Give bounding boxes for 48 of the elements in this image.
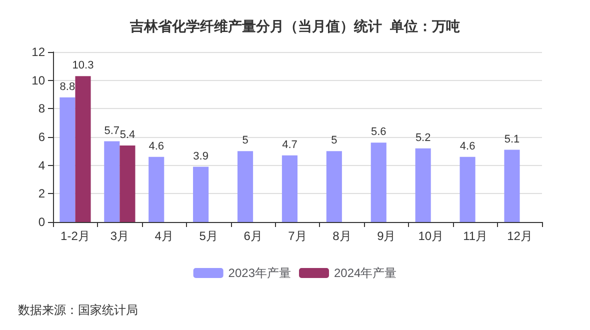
data-label: 10.3 xyxy=(72,60,94,72)
y-tick-label: 4 xyxy=(38,158,46,172)
bar xyxy=(415,148,431,222)
data-label: 5.6 xyxy=(370,126,386,138)
legend-label: 2023年产量 xyxy=(228,266,292,280)
x-tick-label: 10月 xyxy=(418,229,444,243)
bar xyxy=(193,166,209,222)
source-note: 数据来源：国家统计局 xyxy=(18,303,138,317)
data-label: 3.9 xyxy=(193,150,208,162)
x-tick-label: 11月 xyxy=(463,229,488,243)
data-label: 5.1 xyxy=(504,133,520,146)
bar xyxy=(75,76,91,222)
bar xyxy=(282,155,298,222)
bar xyxy=(237,151,254,222)
y-tick-label: 12 xyxy=(32,45,46,59)
data-label: 4.7 xyxy=(282,138,298,151)
bar xyxy=(460,156,476,222)
legend-label: 2024年产量 xyxy=(334,266,397,280)
x-tick-label: 9月 xyxy=(377,229,396,243)
x-tick-label: 1-2月 xyxy=(60,229,90,243)
data-label: 4.6 xyxy=(148,140,164,152)
bar xyxy=(104,141,120,222)
data-label: 5.2 xyxy=(415,132,431,144)
data-label: 5.4 xyxy=(120,129,136,141)
x-tick-label: 7月 xyxy=(288,229,307,243)
y-tick-label: 8 xyxy=(38,102,46,116)
bar xyxy=(504,150,520,222)
bar xyxy=(148,156,164,222)
bar xyxy=(60,97,76,222)
data-label: 8.8 xyxy=(60,80,76,93)
x-tick-label: 12月 xyxy=(507,229,532,243)
y-tick-label: 6 xyxy=(38,130,46,144)
chart-title: 吉林省化学纤维产量分月（当月值）统计 单位：万吨 xyxy=(129,18,460,34)
bar xyxy=(120,146,136,222)
y-tick-label: 0 xyxy=(38,215,46,229)
x-tick-label: 4月 xyxy=(154,229,174,243)
x-tick-label: 5月 xyxy=(199,229,218,243)
data-label: 4.6 xyxy=(460,140,476,152)
x-tick-label: 8月 xyxy=(332,229,352,243)
x-tick-label: 6月 xyxy=(244,229,262,243)
data-label: 5 xyxy=(242,134,248,147)
data-label: 5 xyxy=(331,134,338,147)
bar xyxy=(370,142,386,222)
y-tick-label: 2 xyxy=(38,186,46,201)
y-tick-label: 10 xyxy=(32,73,46,88)
data-label: 5.7 xyxy=(104,124,120,137)
bar xyxy=(326,151,342,222)
x-tick-label: 3月 xyxy=(110,229,130,243)
